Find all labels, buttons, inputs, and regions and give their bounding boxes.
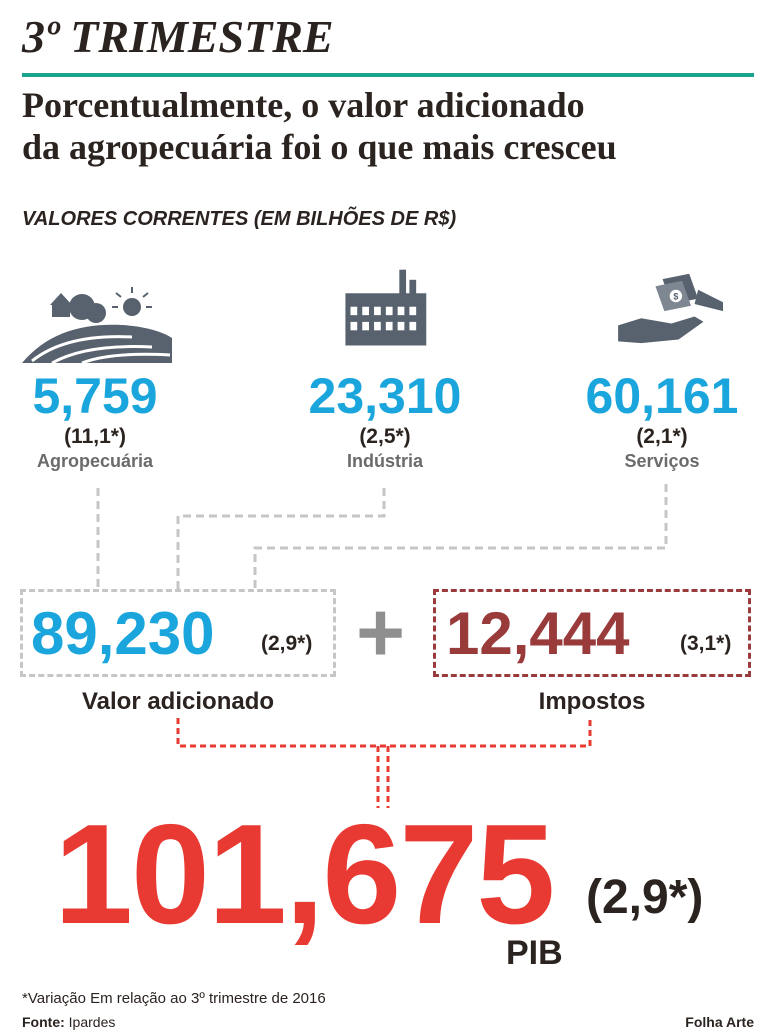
pib-change: (2,9*): [586, 871, 704, 924]
sector-label: Indústria: [346, 451, 423, 471]
title-rule: [22, 73, 754, 77]
impostos-box: 12,444 (3,1*): [433, 589, 751, 677]
connector-industria: [176, 488, 386, 590]
valor-adicionado-label: Valor adicionado: [81, 688, 275, 715]
source: Fonte: Ipardes: [22, 1014, 115, 1030]
credit: Folha Arte: [685, 1014, 754, 1030]
farm-landscape-icon: [22, 287, 172, 363]
impostos-label: Impostos: [538, 688, 646, 715]
sector-change: (11,1*): [64, 425, 126, 448]
impostos-value: 12,444: [446, 600, 630, 667]
svg-text:$: $: [673, 292, 678, 302]
valor-adicionado-change: (2,9*): [261, 632, 313, 655]
valor-adicionado-value: 89,230: [31, 600, 215, 667]
sector-agropecuaria: 5,759 (11,1*) Agropecuária: [0, 370, 215, 472]
source-value: Ipardes: [68, 1014, 116, 1030]
sector-value: 23,310: [308, 368, 462, 424]
sector-value: 60,161: [585, 368, 739, 424]
subtitle: VALORES CORRENTES (EM BILHÕES DE R$): [22, 208, 457, 230]
impostos-change: (3,1*): [680, 632, 732, 655]
sector-label: Serviços: [624, 451, 700, 471]
valor-adicionado-box: 89,230 (2,9*): [20, 589, 336, 677]
sector-industria: 23,310 (2,5*) Indústria: [265, 370, 505, 472]
connector-to-pib: [176, 718, 592, 748]
money-hands-icon: $: [618, 273, 723, 344]
kicker-title: 3º TRIMESTRE: [22, 11, 334, 62]
footnote: *Variação Em relação ao 3º trimestre de …: [22, 990, 326, 1007]
sector-value: 5,759: [32, 368, 158, 424]
source-label: Fonte:: [22, 1014, 65, 1030]
sector-servicos: 60,161 (2,1*) Serviços: [542, 370, 770, 472]
sector-change: (2,5*): [359, 425, 411, 448]
plus-operator: +: [356, 585, 406, 679]
pib-value: 101,675: [54, 795, 555, 954]
factory-icon: [345, 269, 427, 346]
sector-change: (2,1*): [636, 425, 688, 448]
connector-servicos: [253, 484, 668, 590]
pib-label: PIB: [506, 934, 563, 972]
headline-line-1: Porcentualmente, o valor adicionado: [22, 85, 585, 125]
sector-label: Agropecuária: [36, 451, 154, 471]
headline: Porcentualmente, o valor adicionado da a…: [22, 84, 762, 168]
headline-line-2: da agropecuária foi o que mais cresceu: [22, 127, 617, 167]
